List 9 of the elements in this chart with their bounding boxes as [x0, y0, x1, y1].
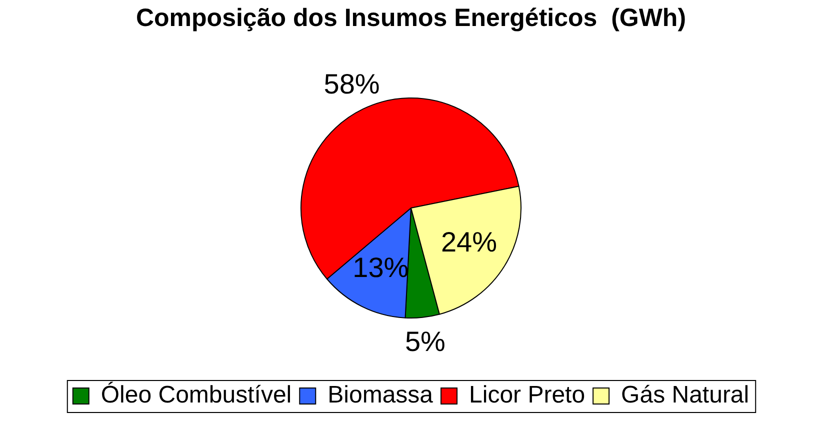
legend-label: Gás Natural — [621, 382, 750, 409]
data-label: 5% — [404, 326, 446, 357]
data-label: 58% — [324, 68, 380, 100]
data-label: 13% — [352, 252, 409, 283]
legend-label: Licor Preto — [469, 382, 586, 409]
data-label: 24% — [440, 226, 497, 258]
chart-title: Composição dos Insumos Energéticos (GWh) — [136, 4, 686, 32]
legend-label: Biomassa — [328, 382, 434, 409]
legend-label: Óleo Combustível — [100, 382, 292, 409]
